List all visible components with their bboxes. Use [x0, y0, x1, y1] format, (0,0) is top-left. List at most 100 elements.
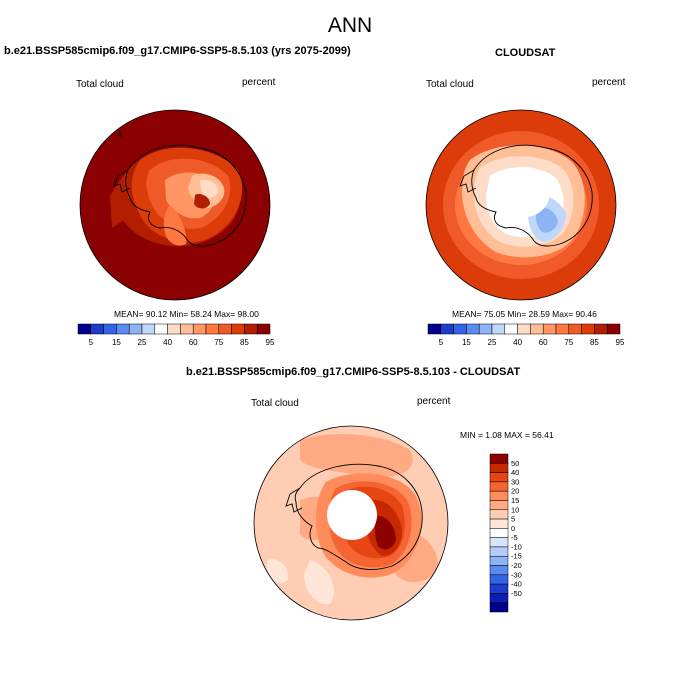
panel-1-colorbar-box [218, 323, 232, 335]
panel-2-colorbar-box [453, 323, 467, 335]
panel-1-colorbar-tick-label: 85 [240, 338, 249, 347]
panel-2-colorbar-box [504, 323, 518, 335]
panel-3-colorbar-tick-label: 30 [511, 477, 519, 486]
panel-3-colorbar-box [489, 500, 509, 511]
panel-2-colorbar-box [555, 323, 570, 335]
panel-1-units-label: percent [242, 77, 276, 88]
panel-2-missing-data-hole [500, 167, 550, 217]
panel-1-map [80, 110, 270, 300]
panel-3-missing-data-hole [327, 490, 377, 540]
panel-1-colorbar-tick-label: 5 [89, 338, 94, 347]
panel-3-colorbar-box [489, 574, 509, 585]
panel-1-colorbar-box [167, 323, 181, 335]
panel-3-colorbar-tick-label: 40 [511, 468, 519, 477]
panel-2-title: CLOUDSAT [495, 47, 556, 59]
panel-3-title: b.e21.BSSP585cmip6.f09_g17.CMIP6-SSP5-8.… [186, 366, 521, 378]
panel-3-colorbar-box [489, 453, 509, 464]
panel-3-colorbar-tick-label: -30 [511, 570, 522, 579]
panel-1-colorbar-tick-label: 60 [189, 338, 198, 347]
panel-3-colorbar-box [489, 602, 509, 613]
panel-3-colorbar-box [489, 537, 509, 548]
panel-2-colorbar-tick-label: 95 [616, 338, 625, 347]
panel-2-colorbar-tick-label: 40 [513, 338, 522, 347]
panel-2-variable-label: Total cloud [426, 79, 474, 90]
panel-2-colorbar: 5 15 25 40 60 75 85 95 [427, 323, 625, 347]
panel-1-colorbar-box [205, 323, 220, 335]
panel-1-colorbar-box [231, 323, 245, 335]
panel-3-colorbar-box [489, 472, 509, 483]
panel-3-colorbar-box [489, 518, 509, 529]
panel-1-colorbar-box [256, 323, 271, 335]
panel-3-colorbar-tick-label: 5 [511, 515, 515, 524]
panel-2-colorbar-box [427, 323, 442, 335]
panel-3-colorbar-box [489, 593, 509, 603]
panel-3-colorbar-tick-label: 20 [511, 487, 519, 496]
panel-1-colorbar-tick-label: 15 [112, 338, 121, 347]
panel-3-colorbar-tick-label: 10 [511, 505, 519, 514]
panel-1-colorbar-box [103, 323, 117, 335]
panel-2-colorbar-tick-label: 25 [488, 338, 497, 347]
panel-2-stats: MEAN= 75.05 Min= 28.59 Max= 90.46 [452, 309, 597, 319]
panel-3-colorbar-tick-label: -5 [511, 533, 518, 542]
panel-3-colorbar-tick-label: 15 [511, 496, 519, 505]
panel-1-colorbar-box [180, 323, 194, 335]
panel-3-colorbar-box [489, 555, 509, 566]
panel-3-variable-label: Total cloud [251, 398, 299, 409]
panel-1-title: b.e21.BSSP585cmip6.f09_g17.CMIP6-SSP5-8.… [4, 45, 351, 57]
panel-1-stats: MEAN= 90.12 Min= 58.24 Max= 98.00 [114, 309, 259, 319]
panel-3-map-border [253, 425, 449, 621]
panel-2-map-border [425, 109, 617, 301]
panel-1-colorbar-tick-label: 95 [266, 338, 275, 347]
panel-3-colorbar-tick-label: -40 [511, 580, 522, 589]
panel-2-colorbar-box [517, 323, 531, 335]
panel-1-map-border [79, 109, 271, 301]
panel-2-colorbar-box [530, 323, 544, 335]
panel-3-colorbar-box [489, 490, 509, 501]
panel-3-colorbar-tick-label: -50 [511, 589, 522, 598]
panel-3-colorbar-box [489, 463, 509, 473]
panel-1-colorbar-tick-label: 75 [214, 338, 223, 347]
panel-1-colorbar-tick-label: 40 [163, 338, 172, 347]
panel-1-colorbar-tick-label: 25 [138, 338, 147, 347]
panel-3-colorbar-box [489, 546, 509, 557]
panel-2-colorbar-tick-label: 15 [462, 338, 471, 347]
panel-3-colorbar-tick-label: -10 [511, 542, 522, 551]
panel-3-colorbar-tick-label: 0 [511, 524, 515, 533]
panel-2-colorbar-box [466, 323, 480, 335]
panel-1-colorbar-box [90, 323, 104, 335]
panel-2-colorbar-box [491, 323, 506, 335]
panel-2-units-label: percent [592, 77, 626, 88]
panel-3-colorbar-box [489, 509, 509, 520]
panel-3-colorbar-tick-label: 50 [511, 459, 519, 468]
panel-2-colorbar-tick-label: 85 [590, 338, 599, 347]
panel-3-stats: MIN = 1.08 MAX = 56.41 [460, 430, 554, 440]
panel-3-units-label: percent [417, 396, 451, 407]
panel-1-colorbar-box [141, 323, 156, 335]
panel-2-colorbar-box [594, 323, 608, 335]
panel-2-coastline [459, 144, 593, 247]
panel-2-colorbar-box [568, 323, 582, 335]
panel-2-colorbar-tick-label: 5 [439, 338, 444, 347]
panel-1-colorbar-box [128, 323, 143, 335]
panel-2-colorbar-box [440, 323, 454, 335]
panel-2-colorbar-box [606, 323, 621, 335]
panel-2-colorbar-box [478, 323, 493, 335]
panel-1-colorbar-box [77, 323, 92, 335]
panel-2-colorbar-box [542, 323, 557, 335]
panel-3-colorbar-tick-label: -15 [511, 552, 522, 561]
panel-3-coastline [285, 463, 423, 570]
panel-1-colorbar: 5 15 25 40 60 75 85 95 [77, 323, 275, 347]
panel-1-coastline [113, 131, 247, 247]
panel-3-colorbar-tick-label: -20 [511, 561, 522, 570]
panel-2-colorbar-tick-label: 60 [539, 338, 548, 347]
panel-2-colorbar-box [581, 323, 595, 335]
panel-3-colorbar-box [489, 528, 509, 538]
panel-1-variable-label: Total cloud [76, 79, 124, 90]
figure-title: ANN [327, 14, 373, 37]
panel-2-colorbar-tick-label: 75 [564, 338, 573, 347]
panel-1-colorbar-box [116, 323, 130, 335]
panel-3-colorbar-box [489, 481, 509, 492]
panel-1-colorbar-box [192, 323, 207, 335]
